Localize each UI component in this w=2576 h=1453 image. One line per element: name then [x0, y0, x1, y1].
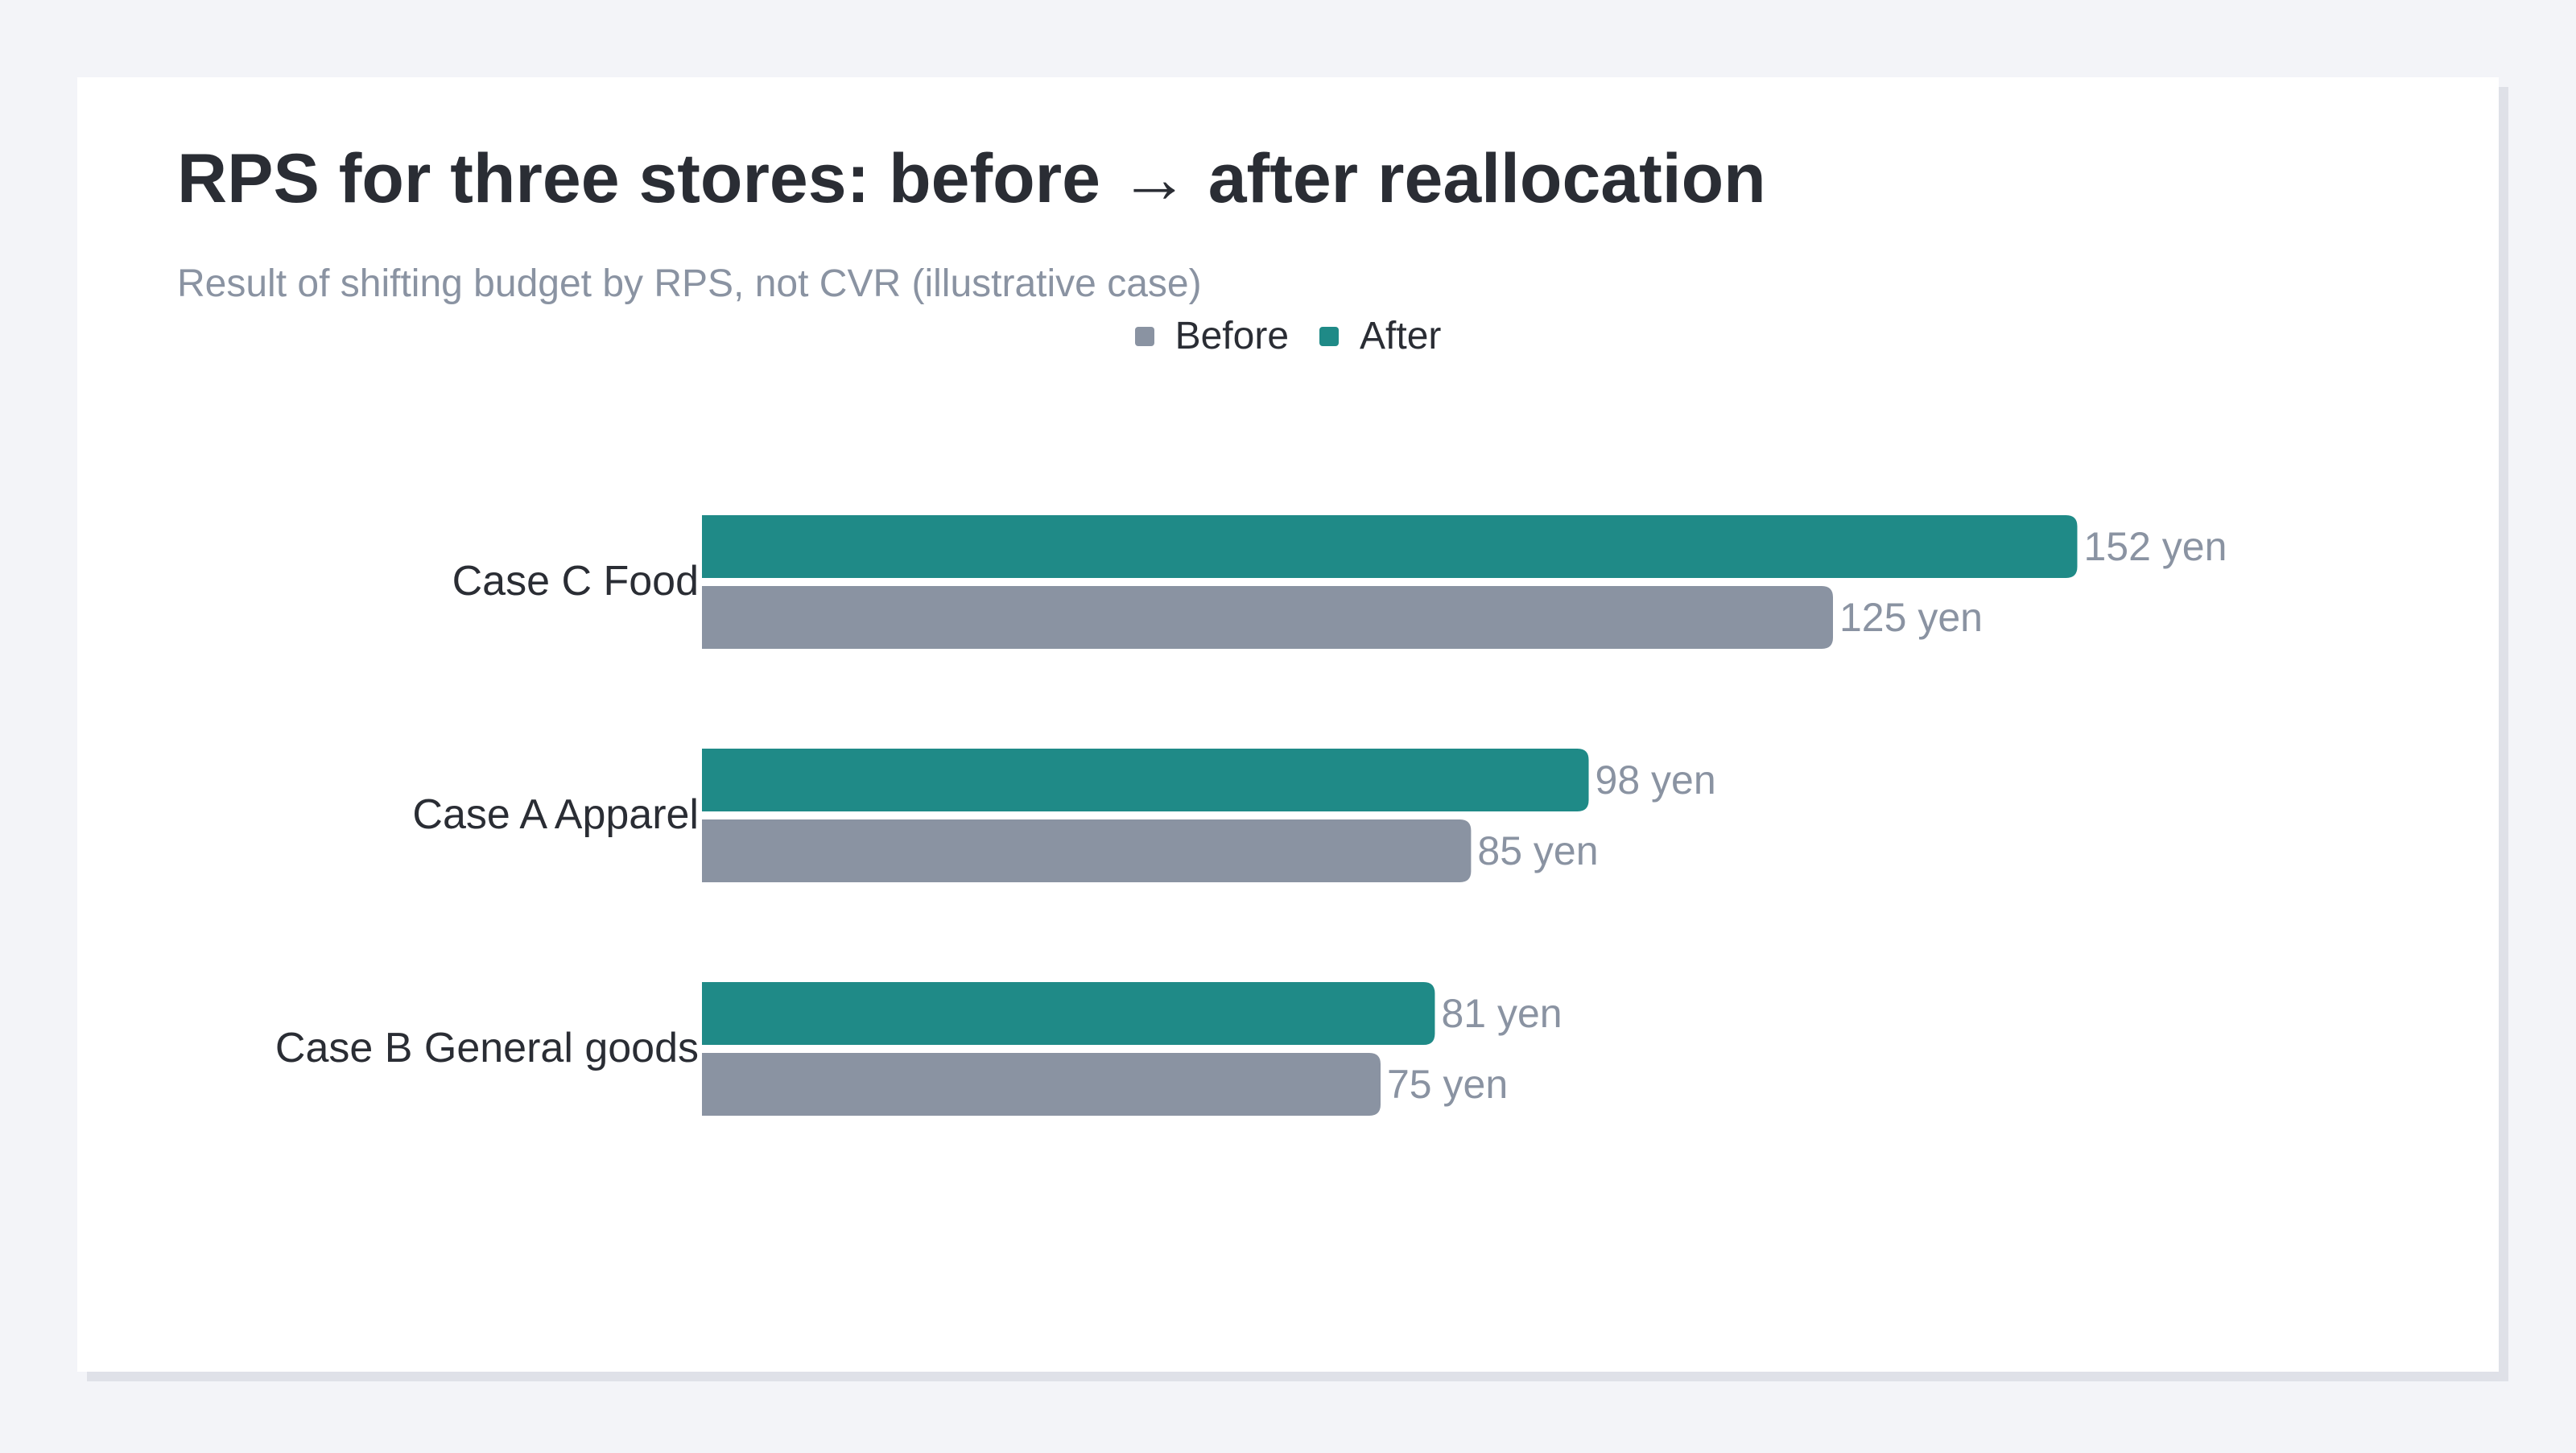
bar-after-case-b-general-goods[interactable]	[702, 982, 1435, 1045]
value-label-before-case-a-apparel: 85 yen	[1477, 828, 1598, 873]
legend-swatch-after	[1319, 326, 1340, 346]
legend-label-after: After	[1360, 315, 1442, 357]
legend-item-after[interactable]: After	[1319, 314, 1441, 358]
value-label-after-case-c-food: 152 yen	[2083, 524, 2227, 569]
chart-title: RPS for three stores: before → after rea…	[177, 140, 1766, 217]
bar-after-case-a-apparel[interactable]	[702, 749, 1589, 811]
legend-swatch-before	[1134, 326, 1154, 346]
chart-legend: Before After	[0, 314, 2576, 358]
category-label-case-b-general-goods: Case B General goods	[275, 1025, 699, 1071]
value-label-after-case-a-apparel: 98 yen	[1596, 757, 1716, 803]
bar-before-case-c-food[interactable]	[702, 586, 1833, 649]
category-label-case-a-apparel: Case A Apparel	[412, 791, 699, 838]
bar-after-case-c-food[interactable]	[702, 515, 2078, 578]
category-label-case-c-food: Case C Food	[452, 558, 699, 605]
chart-subtitle: Result of shifting budget by RPS, not CV…	[177, 262, 1202, 305]
value-label-before-case-b-general-goods: 75 yen	[1387, 1062, 1508, 1107]
legend-item-before[interactable]: Before	[1134, 314, 1290, 358]
chart-card	[77, 77, 2499, 1372]
bar-before-case-b-general-goods[interactable]	[702, 1053, 1381, 1116]
value-label-after-case-b-general-goods: 81 yen	[1441, 991, 1562, 1036]
legend-label-before: Before	[1174, 315, 1290, 357]
bar-before-case-a-apparel[interactable]	[702, 819, 1472, 882]
value-label-before-case-c-food: 125 yen	[1839, 595, 1983, 640]
